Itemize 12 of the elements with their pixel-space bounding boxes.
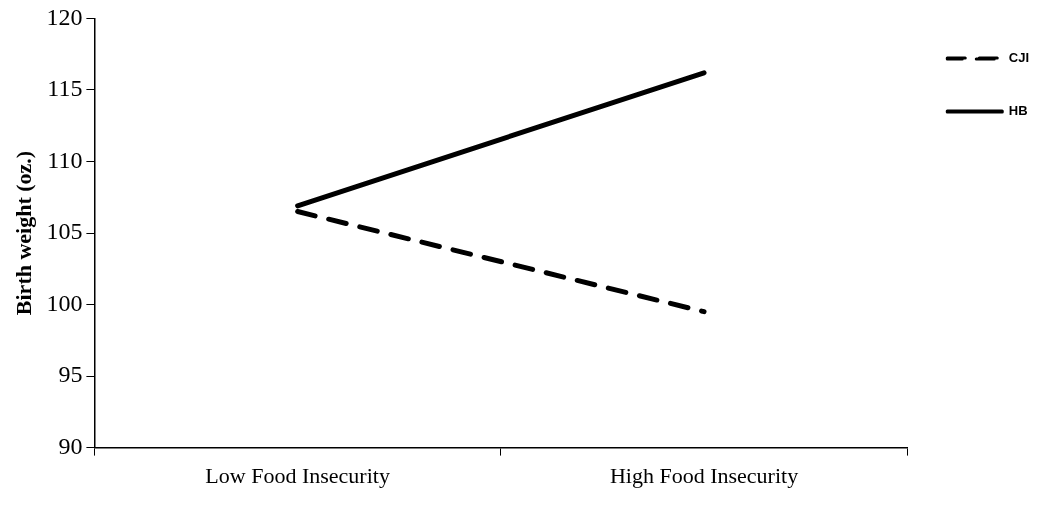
legend-label: CJI [1008, 50, 1029, 66]
y-tick-label: 105 [46, 218, 83, 245]
y-tick-label: 95 [58, 361, 83, 388]
x-tick-label: Low Food Insecurity [205, 462, 390, 488]
y-tick-label: 100 [46, 289, 83, 316]
y-tick-label: 120 [46, 3, 83, 30]
x-tick-label: High Food Insecurity [609, 462, 799, 488]
legend-label: HB [1008, 103, 1028, 119]
y-tick-label: 90 [58, 432, 83, 459]
y-tick-label: 115 [47, 75, 83, 102]
y-tick-label: 110 [47, 146, 83, 173]
y-axis-title: Birth weight (oz.) [10, 150, 36, 316]
